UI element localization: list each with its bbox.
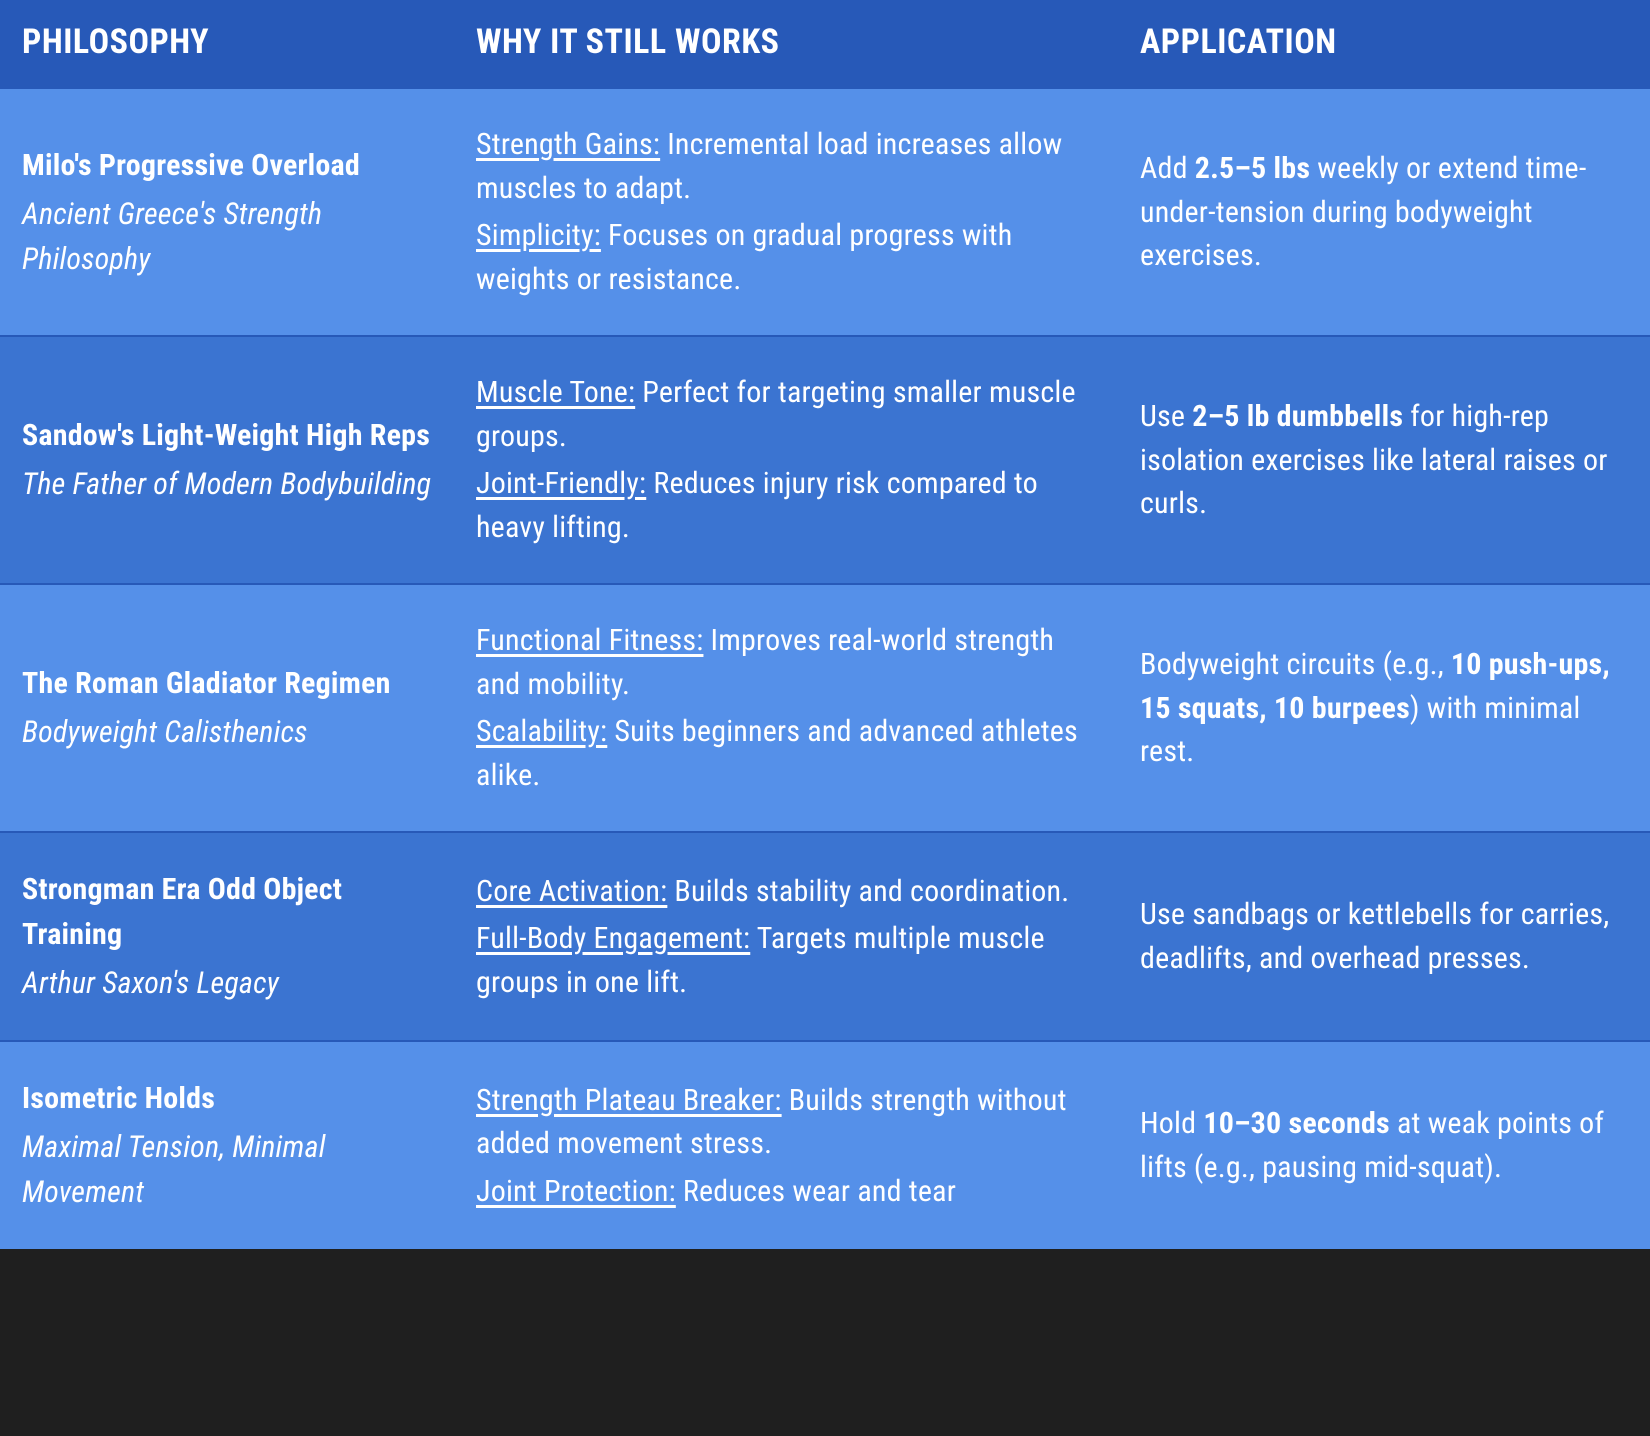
philosophy-subtitle: Bodyweight Calisthenics <box>22 710 432 755</box>
table-body: Milo's Progressive OverloadAncient Greec… <box>0 87 1650 1249</box>
philosophy-cell: Strongman Era Odd Object TrainingArthur … <box>0 861 454 1012</box>
why-line: Core Activation: Builds stability and co… <box>476 870 1096 914</box>
why-label: Scalability: <box>476 714 607 749</box>
why-line: Scalability: Suits beginners and advance… <box>476 710 1096 797</box>
philosophy-subtitle: Maximal Tension, Minimal Movement <box>22 1125 432 1215</box>
table-row: Milo's Progressive OverloadAncient Greec… <box>0 87 1650 335</box>
column-header-why: WHY IT STILL WORKS <box>454 0 1118 85</box>
why-line: Full-Body Engagement: Targets multiple m… <box>476 917 1096 1004</box>
application-cell: Bodyweight circuits (e.g., 10 push-ups, … <box>1118 637 1650 780</box>
why-cell: Strength Gains: Incremental load increas… <box>454 117 1118 307</box>
why-text: Reduces wear and tear <box>676 1174 956 1209</box>
why-cell: Strength Plateau Breaker: Builds strengt… <box>454 1073 1118 1220</box>
why-cell: Core Activation: Builds stability and co… <box>454 864 1118 1011</box>
table-row: The Roman Gladiator RegimenBodyweight Ca… <box>0 583 1650 831</box>
column-header-application: APPLICATION <box>1118 0 1650 85</box>
why-label: Functional Fitness: <box>476 623 703 658</box>
table-row: Isometric HoldsMaximal Tension, Minimal … <box>0 1040 1650 1249</box>
why-label: Joint-Friendly: <box>476 466 646 501</box>
table-row: Sandow's Light-Weight High RepsThe Fathe… <box>0 335 1650 583</box>
why-text: Builds stability and coordination. <box>667 874 1069 909</box>
philosophy-title: Strongman Era Odd Object Training <box>22 867 432 957</box>
philosophy-subtitle: The Father of Modern Bodybuilding <box>22 462 432 507</box>
philosophy-title: Sandow's Light-Weight High Reps <box>22 413 432 458</box>
philosophy-cell: Sandow's Light-Weight High RepsThe Fathe… <box>0 407 454 513</box>
why-label: Full-Body Engagement: <box>476 921 750 956</box>
why-line: Functional Fitness: Improves real-world … <box>476 619 1096 706</box>
philosophy-subtitle: Arthur Saxon's Legacy <box>22 961 432 1006</box>
philosophy-title: Milo's Progressive Overload <box>22 143 432 188</box>
why-line: Simplicity: Focuses on gradual progress … <box>476 214 1096 301</box>
why-label: Core Activation: <box>476 874 667 909</box>
application-cell: Hold 10–30 seconds at weak points of lif… <box>1118 1096 1650 1195</box>
application-cell: Use sandbags or kettlebells for carries,… <box>1118 887 1650 986</box>
application-cell: Use 2–5 lb dumbbells for high-rep isolat… <box>1118 389 1650 532</box>
philosophy-cell: The Roman Gladiator RegimenBodyweight Ca… <box>0 655 454 761</box>
why-cell: Functional Fitness: Improves real-world … <box>454 613 1118 803</box>
application-cell: Add 2.5–5 lbs weekly or extend time-unde… <box>1118 141 1650 284</box>
why-label: Strength Gains: <box>476 127 660 162</box>
training-philosophy-table: PHILOSOPHY WHY IT STILL WORKS APPLICATIO… <box>0 0 1650 1249</box>
why-line: Joint-Friendly: Reduces injury risk comp… <box>476 462 1096 549</box>
why-line: Joint Protection: Reduces wear and tear <box>476 1170 1096 1214</box>
table-row: Strongman Era Odd Object TrainingArthur … <box>0 831 1650 1040</box>
why-cell: Muscle Tone: Perfect for targeting small… <box>454 365 1118 555</box>
why-label: Joint Protection: <box>476 1174 676 1209</box>
why-label: Muscle Tone: <box>476 375 635 410</box>
philosophy-cell: Isometric HoldsMaximal Tension, Minimal … <box>0 1070 454 1221</box>
why-line: Muscle Tone: Perfect for targeting small… <box>476 371 1096 458</box>
philosophy-cell: Milo's Progressive OverloadAncient Greec… <box>0 137 454 288</box>
why-line: Strength Plateau Breaker: Builds strengt… <box>476 1079 1096 1166</box>
column-header-philosophy: PHILOSOPHY <box>0 0 454 85</box>
why-line: Strength Gains: Incremental load increas… <box>476 123 1096 210</box>
philosophy-title: Isometric Holds <box>22 1076 432 1121</box>
why-label: Simplicity: <box>476 218 601 253</box>
philosophy-title: The Roman Gladiator Regimen <box>22 661 432 706</box>
table-header: PHILOSOPHY WHY IT STILL WORKS APPLICATIO… <box>0 0 1650 87</box>
philosophy-subtitle: Ancient Greece's Strength Philosophy <box>22 192 432 282</box>
why-label: Strength Plateau Breaker: <box>476 1083 782 1118</box>
